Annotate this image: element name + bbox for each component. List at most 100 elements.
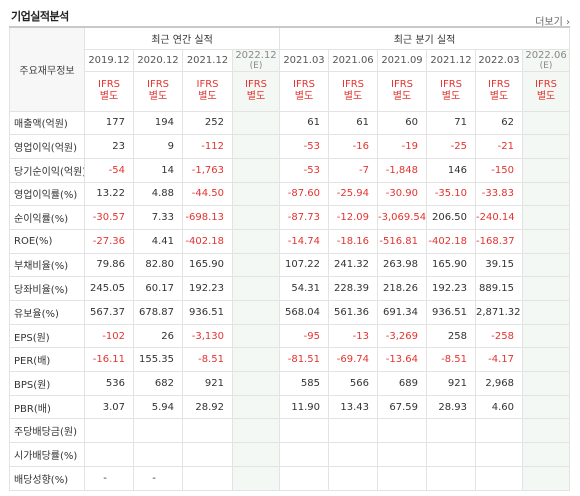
- table-cell: [232, 300, 280, 325]
- table-cell: -13: [328, 323, 378, 349]
- table-cell: [328, 465, 378, 491]
- period-header: 2022.03: [475, 48, 523, 72]
- table-cell: [521, 181, 571, 207]
- table-cell: -402.18: [182, 228, 233, 254]
- basis-standard: IFRS: [98, 79, 120, 90]
- table-cell: -35.10: [426, 181, 476, 207]
- basis-standard: IFRS: [147, 79, 169, 90]
- table-cell: [182, 418, 233, 444]
- table-cell: 82.80: [133, 252, 183, 278]
- table-cell: -53: [279, 134, 329, 159]
- table-cell: 146: [426, 157, 476, 183]
- table-cell: 79.86: [84, 252, 134, 278]
- table-cell: -14.74: [279, 228, 329, 254]
- table-cell: -21: [475, 134, 523, 159]
- table-cell: 936.51: [426, 300, 476, 325]
- basis-standard: IFRS: [440, 79, 462, 90]
- table-cell: 61: [328, 110, 378, 136]
- table-cell: [521, 300, 571, 325]
- table-cell: -18.16: [328, 228, 378, 254]
- table-cell: 28.93: [426, 394, 476, 420]
- table-cell: 194: [133, 110, 183, 136]
- table-cell: [232, 323, 280, 349]
- table-cell: 9: [133, 134, 183, 159]
- table-cell: -3,130: [182, 323, 233, 349]
- accounting-basis: IFRS 별도: [232, 70, 280, 112]
- table-cell: [521, 323, 571, 349]
- table-cell: 107.22: [279, 252, 329, 278]
- table-cell: -: [84, 465, 134, 491]
- period-date: 2021.09: [381, 54, 423, 66]
- table-cell: 689: [377, 371, 427, 396]
- table-cell: 682: [133, 371, 183, 396]
- table-cell: -27.36: [84, 228, 134, 254]
- table-cell: 71: [426, 110, 476, 136]
- table-cell: 14: [133, 157, 183, 183]
- basis-standard: IFRS: [535, 79, 558, 90]
- table-cell: -1,848: [377, 157, 427, 183]
- financial-table: 주요재무정보 최근 연간 실적 최근 분기 실적 2019.12 2020.12 2…: [9, 26, 571, 491]
- period-date: 2019.12: [88, 54, 130, 66]
- table-row: EPS(원) -102 26 -3,130 -95 -13 -3,269 258 -258: [9, 323, 571, 349]
- period-date: 2021.06: [332, 54, 374, 66]
- quarterly-header: 최근 분기 실적: [278, 26, 571, 50]
- basis-type: 별도: [198, 91, 217, 102]
- table-cell: 691.34: [377, 300, 427, 325]
- row-label: 순이익률(%): [9, 205, 85, 230]
- row-label: 당좌비율(%): [9, 276, 85, 301]
- table-cell: [475, 465, 523, 491]
- table-cell: [84, 442, 134, 467]
- table-cell: -30.90: [377, 181, 427, 207]
- table-row: 순이익률(%) -30.57 7.33 -698.13 -87.73 -12.09 -3,0…: [9, 205, 571, 230]
- row-label: 당기순이익(억원): [9, 157, 85, 183]
- table-cell: -4.17: [475, 347, 523, 373]
- table-cell: -33.83: [475, 181, 523, 207]
- table-cell: -30.57: [84, 205, 134, 230]
- table-cell: [279, 442, 329, 467]
- period-header: 2021.09: [377, 48, 427, 72]
- section-title: 기업실적분석: [11, 10, 69, 23]
- table-cell: 2,871.32: [475, 300, 523, 325]
- table-cell: 192.23: [426, 276, 476, 301]
- period-date: 2021.03: [283, 54, 325, 66]
- row-label: 배당성향(%): [9, 465, 85, 491]
- table-row: PBR(배) 3.07 5.94 28.92 11.90 13.43 67.59 28.93 4…: [9, 394, 571, 420]
- table-cell: 13.43: [328, 394, 378, 420]
- table-row: 당좌비율(%) 245.05 60.17 192.23 54.31 228.39 218.2…: [9, 276, 571, 301]
- table-cell: -698.13: [182, 205, 233, 230]
- table-cell: 39.15: [475, 252, 523, 278]
- basis-standard: IFRS: [488, 79, 510, 90]
- table-row: 부채비율(%) 79.86 82.80 165.90 107.22 241.32 263.9…: [9, 252, 571, 278]
- table-cell: [133, 418, 183, 444]
- row-label: PER(배): [9, 347, 85, 373]
- table-cell: 936.51: [182, 300, 233, 325]
- table-cell: [521, 228, 571, 254]
- more-link[interactable]: 더보기 ›: [535, 13, 570, 28]
- table-cell: 3.07: [84, 394, 134, 420]
- table-cell: -13.64: [377, 347, 427, 373]
- table-cell: [84, 418, 134, 444]
- table-cell: 5.94: [133, 394, 183, 420]
- accounting-basis: IFRS 별도: [84, 70, 134, 112]
- accounting-basis: IFRS 별도: [133, 70, 183, 112]
- period-date: 2022.03: [478, 54, 520, 66]
- table-cell: [232, 347, 280, 373]
- row-label: 유보율(%): [9, 300, 85, 325]
- row-label: ROE(%): [9, 228, 85, 254]
- table-cell: 192.23: [182, 276, 233, 301]
- table-cell: -168.37: [475, 228, 523, 254]
- table-cell: 568.04: [279, 300, 329, 325]
- table-cell: 263.98: [377, 252, 427, 278]
- table-cell: [475, 418, 523, 444]
- table-cell: [521, 394, 571, 420]
- table-cell: -3,069.54: [377, 205, 427, 230]
- table-cell: -258: [475, 323, 523, 349]
- table-cell: 566: [328, 371, 378, 396]
- table-cell: 252: [182, 110, 233, 136]
- row-label: EPS(원): [9, 323, 85, 349]
- table-cell: -81.51: [279, 347, 329, 373]
- table-cell: [232, 252, 280, 278]
- table-cell: [232, 371, 280, 396]
- row-label: 부채비율(%): [9, 252, 85, 278]
